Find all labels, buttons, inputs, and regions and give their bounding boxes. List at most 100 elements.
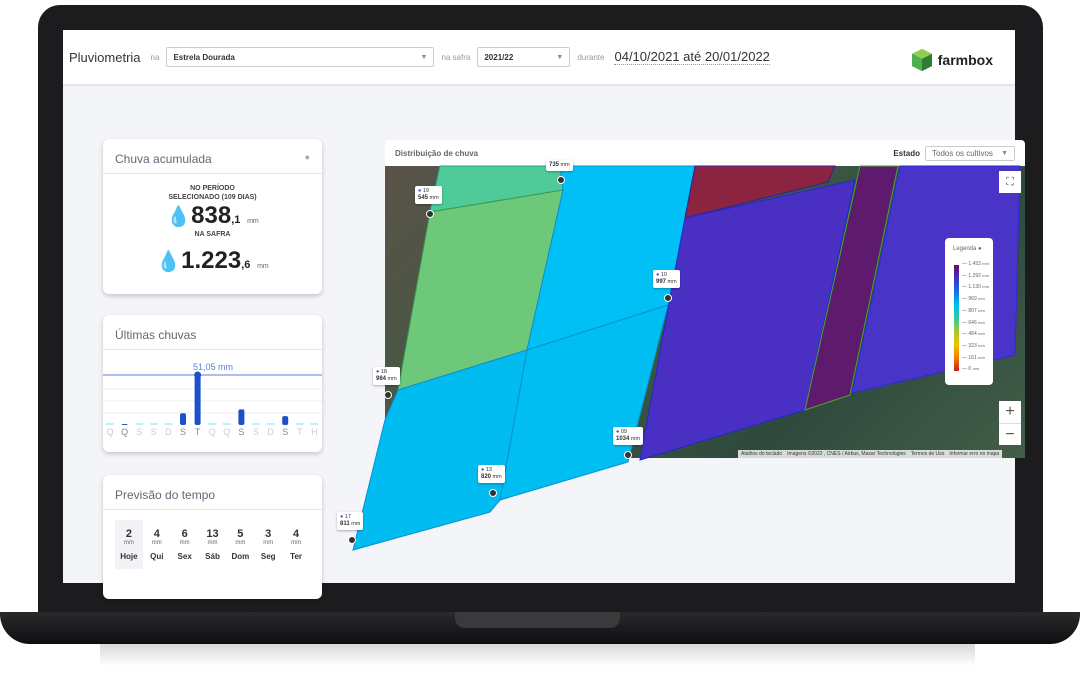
field-marker[interactable]: 735 mm xyxy=(546,160,573,171)
forecast-day[interactable]: 2 mm Hoje xyxy=(115,520,143,569)
chevron-down-icon: ▼ xyxy=(556,53,564,61)
unit: mm xyxy=(429,195,439,201)
legend-unit: mm xyxy=(982,272,989,278)
legend-tick: — 323 mm xyxy=(962,342,985,349)
field-marker[interactable]: ● 17 811 mm xyxy=(337,512,364,530)
safra-select[interactable]: 2021/22 ▼ xyxy=(477,47,571,67)
legend-tick-value: 1.292 xyxy=(968,272,981,279)
imagery-credit: Imagens ©2022 , CNES / Airbus, Maxar Tec… xyxy=(787,451,906,457)
forecast-unit: mm xyxy=(263,540,274,546)
farm-select[interactable]: Estrela Dourada ▼ xyxy=(166,47,435,67)
safra-total: 1.223 xyxy=(181,247,242,274)
period-label-line-1: NO PERÍODO xyxy=(190,185,235,192)
legend-tick: — 484 mm xyxy=(962,331,985,338)
map-pin-icon[interactable] xyxy=(557,176,565,184)
field-marker[interactable]: ● 10 997 mm xyxy=(653,270,680,288)
map-pin-icon[interactable] xyxy=(426,210,434,218)
rain-bar[interactable] xyxy=(194,375,201,425)
field-polygon[interactable] xyxy=(804,165,899,411)
farmbox-cube-icon xyxy=(911,49,932,71)
legend-tick: — 646 mm xyxy=(962,319,985,326)
forecast-day-label: Qui xyxy=(150,552,164,561)
legend-unit: mm xyxy=(978,342,985,348)
unit: mm xyxy=(351,521,361,527)
day-label: S xyxy=(151,427,157,437)
map-legend: Legenda ● — 1.453 mm — 1.292 mm — 1.130 mm… xyxy=(945,238,993,385)
period-label: NO PERÍODO SELECIONADO (109 DIAS) xyxy=(103,184,322,202)
map-title: Distribuição de chuva xyxy=(395,148,479,158)
period-dates[interactable]: 04/10/2021 até 20/01/2022 xyxy=(614,49,770,65)
forecast-unit: mm xyxy=(207,540,218,546)
map-pin-icon[interactable] xyxy=(624,451,632,459)
rain-bar[interactable] xyxy=(282,416,289,425)
brand-logo: farmbox xyxy=(911,48,993,72)
forecast-value: 13 xyxy=(206,528,219,540)
terms-link[interactable]: Termos de Uso xyxy=(910,451,945,457)
field-polygon[interactable] xyxy=(684,165,836,219)
forecast-day[interactable]: 4 mm Qui xyxy=(143,520,171,569)
unit: mm xyxy=(387,376,397,382)
forecast-day[interactable]: 4 mm Ter xyxy=(282,520,310,569)
legend-tick-value: 1.130 xyxy=(968,284,981,291)
legend-tick-value: 1.453 xyxy=(968,261,981,267)
legend-tick: — 969 mm xyxy=(962,296,985,303)
field-rain-value: 811 xyxy=(340,521,350,527)
field-marker[interactable]: ● 09 1034 mm xyxy=(613,427,644,445)
max-point xyxy=(194,371,202,379)
forecast-day[interactable]: 6 mm Sex xyxy=(171,520,199,569)
forecast-day[interactable]: 5 mm Dom xyxy=(226,520,254,569)
forecast-day[interactable]: 3 mm Seg xyxy=(254,520,282,569)
rain-bar[interactable] xyxy=(180,413,186,425)
map-pin-icon[interactable] xyxy=(489,489,497,497)
legend-tick: — 1.453 mm xyxy=(962,261,989,267)
field-marker[interactable]: ● 19 545 mm xyxy=(415,186,442,204)
max-label: 51,05 mm xyxy=(193,362,233,372)
safra-decimal: ,6 xyxy=(241,259,251,271)
rain-bar[interactable] xyxy=(121,424,128,425)
forecast-value: 5 xyxy=(237,528,244,540)
legend-title: Legenda xyxy=(953,246,977,252)
help-icon[interactable]: ● xyxy=(304,152,310,162)
chevron-down-icon: ▼ xyxy=(420,53,428,61)
day-label: H xyxy=(311,427,318,437)
day-label: D xyxy=(165,427,172,437)
field-polygon[interactable] xyxy=(352,349,528,551)
water-drop-icon: ● xyxy=(418,188,422,194)
card-title: Últimas chuvas xyxy=(103,315,322,350)
legend-unit: mm xyxy=(978,331,985,337)
water-drop-icon: 💧 xyxy=(166,206,192,228)
unit: mm xyxy=(247,218,259,225)
period-total: 838 xyxy=(191,202,232,229)
forecast-day[interactable]: 13 mm Sáb xyxy=(199,520,227,569)
rain-bar[interactable] xyxy=(238,409,245,425)
legend-tick-value: 0 xyxy=(968,366,972,373)
legend-tick-value: 807 xyxy=(968,307,977,314)
map-pin-icon[interactable] xyxy=(348,536,356,544)
zoom-in-button[interactable]: + xyxy=(999,401,1021,423)
brand-name: farmbox xyxy=(937,52,993,68)
zoom-out-button[interactable]: − xyxy=(999,423,1021,445)
card-title: Previsão do tempo xyxy=(103,475,322,510)
map-pin-icon[interactable] xyxy=(664,294,672,302)
fullscreen-button[interactable]: ⛶ xyxy=(999,171,1021,193)
accumulated-rain-card: Chuva acumulada ● NO PERÍODO SELECIONADO (… xyxy=(103,139,322,294)
legend-unit: mm xyxy=(978,354,985,360)
map-pin-icon[interactable] xyxy=(384,391,392,399)
label-durante: durante xyxy=(577,52,605,62)
forecast-day-label: Seg xyxy=(260,552,276,561)
report-error-link[interactable]: Informar erro no mapa xyxy=(949,451,1000,457)
laptop-shadow xyxy=(100,644,975,666)
legend-unit: mm xyxy=(972,366,980,372)
field-marker[interactable]: ● 18 984 mm xyxy=(373,367,400,385)
field-marker[interactable]: ● 13 820 mm xyxy=(478,465,505,483)
estado-select[interactable]: Todos os cultivos ▼ xyxy=(925,145,1015,161)
card-title: Chuva acumulada xyxy=(115,152,212,166)
keyboard-shortcuts-link[interactable]: Atalhos do teclado xyxy=(741,451,783,457)
label-na: na xyxy=(150,52,160,62)
forecast-unit: mm xyxy=(151,540,162,546)
field-id: 09 xyxy=(620,429,627,435)
chevron-down-icon: ▼ xyxy=(1001,149,1008,157)
legend-unit: mm xyxy=(978,296,985,302)
legend-tick-value: 969 xyxy=(968,296,977,303)
day-label: S xyxy=(180,427,186,437)
